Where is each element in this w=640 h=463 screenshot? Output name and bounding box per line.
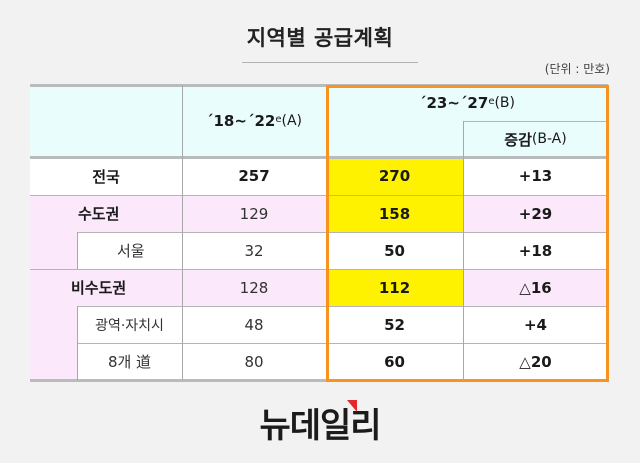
row-noncapital-diff: △16 <box>463 269 608 306</box>
sub-col-divider <box>77 232 78 269</box>
row-divider <box>77 306 608 307</box>
row-capital-a: 129 <box>182 195 326 232</box>
col-diff-label: 증감 <box>504 130 532 149</box>
table-title: 지역별 공급계획 <box>246 26 394 50</box>
header-bottom-border <box>30 156 608 159</box>
row-capital-b: 158 <box>326 195 463 232</box>
header-col-diff: 증감 (B-A) <box>463 121 608 157</box>
row-capital-diff: +29 <box>463 195 608 232</box>
row-label-metro: 광역·자치시 <box>77 306 182 343</box>
row-divider <box>30 195 608 196</box>
table-top-border <box>30 84 608 87</box>
col-a-sup: e <box>275 113 282 125</box>
row-national-b: 270 <box>326 157 463 195</box>
row-divider <box>77 343 608 344</box>
row-provinces-a: 80 <box>182 343 326 380</box>
row-metro-a: 48 <box>182 306 326 343</box>
row-label-provinces: 8개 道 <box>77 343 182 380</box>
diff-header-top-line <box>463 121 608 122</box>
row-label-noncapital: 비수도권 <box>30 269 182 306</box>
row-metro-diff: +4 <box>463 306 608 343</box>
col-divider <box>463 121 464 380</box>
col-b-period: ´23~´27 <box>418 94 489 112</box>
col-a-suffix: (A) <box>281 113 302 129</box>
unit-label: (단위 : 만호) <box>544 62 610 76</box>
title-underline <box>242 62 418 63</box>
header-corner <box>30 85 182 157</box>
header-col-b: ´23~´27 e (B) <box>326 85 608 121</box>
row-seoul-diff: +18 <box>463 232 608 269</box>
row-national-a: 257 <box>182 157 326 195</box>
row-noncapital-a: 128 <box>182 269 326 306</box>
col-b-suffix: (B) <box>494 95 515 111</box>
row-label-capital: 수도권 <box>30 195 182 232</box>
row-label-seoul: 서울 <box>77 232 182 269</box>
col-b-sup: e <box>488 95 495 107</box>
col-diff-suffix: (B-A) <box>531 131 567 147</box>
header-col-b-blank <box>326 121 463 157</box>
header-col-a: ´18~´22 e (A) <box>182 85 326 157</box>
row-divider <box>77 232 608 233</box>
row-metro-b: 52 <box>326 306 463 343</box>
row-seoul-b: 50 <box>326 232 463 269</box>
row-label-national: 전국 <box>30 157 182 195</box>
row-provinces-b: 60 <box>326 343 463 380</box>
col-divider <box>182 85 183 380</box>
row-divider <box>30 269 608 270</box>
row-national-diff: +13 <box>463 157 608 195</box>
sub-col-divider <box>77 306 78 380</box>
brand-logo: 뉴데일리 <box>259 406 381 446</box>
row-noncapital-b: 112 <box>326 269 463 306</box>
row-provinces-diff: △20 <box>463 343 608 380</box>
table-bottom-border <box>30 379 608 382</box>
col-a-period: ´18~´22 <box>206 112 276 130</box>
row-seoul-a: 32 <box>182 232 326 269</box>
logo-accent-icon <box>347 400 357 412</box>
